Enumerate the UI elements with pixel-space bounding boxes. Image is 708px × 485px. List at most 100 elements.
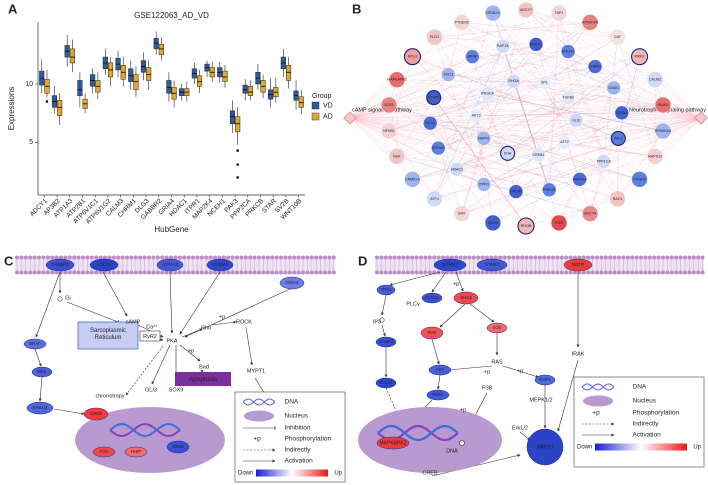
lipid-head: [23, 255, 28, 260]
lipid-head: [441, 255, 445, 260]
lipid-head: [309, 270, 314, 275]
lipid-head: [498, 270, 503, 275]
network-edge: [617, 37, 656, 157]
lipid-head: [314, 270, 319, 275]
pathway-text: Bad: [199, 364, 209, 370]
node-label: RPS6KA5: [582, 20, 598, 24]
network-edge: [549, 13, 560, 190]
node-label: BRAF: [468, 55, 478, 59]
lipid-head: [485, 270, 489, 275]
network-edge: [448, 74, 545, 83]
network-edge: [461, 22, 618, 38]
lipid-head: [573, 255, 577, 260]
network-node: [506, 73, 521, 89]
hub-edge: [603, 117, 702, 162]
lipid-head: [94, 270, 99, 275]
lipid-head: [221, 270, 226, 275]
lipid-head: [652, 255, 657, 260]
lipid-head: [186, 255, 191, 260]
hub-edge: [389, 104, 702, 119]
lipid-head: [191, 270, 195, 275]
lipid-head: [515, 255, 520, 260]
hub-edge: [349, 117, 656, 157]
node-label: MAP2K4: [573, 177, 587, 181]
network-edge: [475, 115, 485, 185]
lipid-head: [213, 270, 217, 275]
lipid-head: [230, 270, 235, 275]
lipid-head: [32, 255, 37, 260]
gene-label: ERK1/2: [33, 405, 48, 410]
gene-label: HHIP: [131, 449, 141, 454]
lipid-head: [458, 270, 463, 275]
network-edge: [412, 9, 527, 180]
legend-nucleus: [583, 395, 613, 407]
lipid-head: [142, 255, 147, 260]
arrow: [179, 344, 201, 362]
lipid-head: [392, 255, 397, 260]
node-label: MAPKAPK2: [387, 78, 406, 82]
gene-label: FOX: [100, 449, 109, 454]
network-edge: [544, 37, 618, 83]
network-node: [426, 28, 443, 46]
network-edge: [461, 156, 656, 214]
lipid-head: [318, 255, 323, 260]
hub-edge: [590, 117, 702, 214]
network-edge: [396, 44, 537, 80]
gene-label: NTRK3: [485, 262, 500, 267]
network-edge: [513, 81, 539, 155]
network-edge: [434, 13, 494, 199]
arrow: [439, 303, 466, 328]
legend-text: Indirectly: [285, 447, 312, 454]
hub-edge: [349, 117, 462, 214]
pathway-text: MYPT1: [247, 368, 265, 374]
node-label: ATF2: [560, 140, 569, 144]
lipid-head: [261, 255, 266, 260]
network-node: [517, 217, 535, 235]
lipid-head: [279, 255, 283, 260]
lipid-head: [50, 270, 55, 275]
lipid-head: [265, 255, 270, 260]
lipid-head: [379, 255, 384, 260]
lipid-head: [195, 270, 200, 275]
gene-label: ADCY1: [97, 262, 112, 267]
node-label: CALM3: [510, 190, 522, 194]
lipid-head: [257, 270, 261, 275]
lipid-head: [388, 270, 393, 275]
network-node: [517, 1, 535, 19]
network-edge: [538, 97, 569, 155]
lipid-head: [401, 270, 406, 275]
network-edge: [434, 37, 485, 185]
legend-swatch: [311, 112, 320, 121]
gene-node: [26, 401, 54, 415]
network-edge: [558, 179, 640, 223]
network-node: [550, 214, 568, 232]
network-edge: [461, 22, 514, 82]
lipid-head: [674, 255, 679, 260]
gene-node: [89, 258, 119, 272]
hub-edge: [579, 117, 702, 180]
lipid-head: [485, 255, 489, 260]
lipid-head: [116, 270, 121, 275]
lipid-head: [111, 270, 116, 275]
network-node: [609, 190, 626, 208]
box: [298, 96, 304, 108]
gene-node: [421, 292, 443, 304]
nucleus: [75, 407, 225, 473]
lipid-head: [511, 270, 516, 275]
lipid-head: [235, 270, 239, 275]
gene-label: PDK1: [432, 392, 444, 397]
lipid-head: [432, 255, 437, 260]
network-edge: [388, 130, 618, 199]
hub-edge: [575, 117, 702, 121]
lipid-head: [85, 270, 90, 275]
network-node: [646, 71, 664, 88]
hub-edge: [654, 117, 702, 157]
channel-label: RyR2: [143, 334, 157, 340]
pathway-text: +p: [484, 369, 490, 375]
lipid-head: [634, 255, 639, 260]
lipid-head: [608, 255, 613, 260]
arrow: [35, 271, 61, 338]
lipid-head: [674, 270, 679, 275]
network-edge: [434, 37, 560, 223]
network-node: [508, 184, 524, 199]
